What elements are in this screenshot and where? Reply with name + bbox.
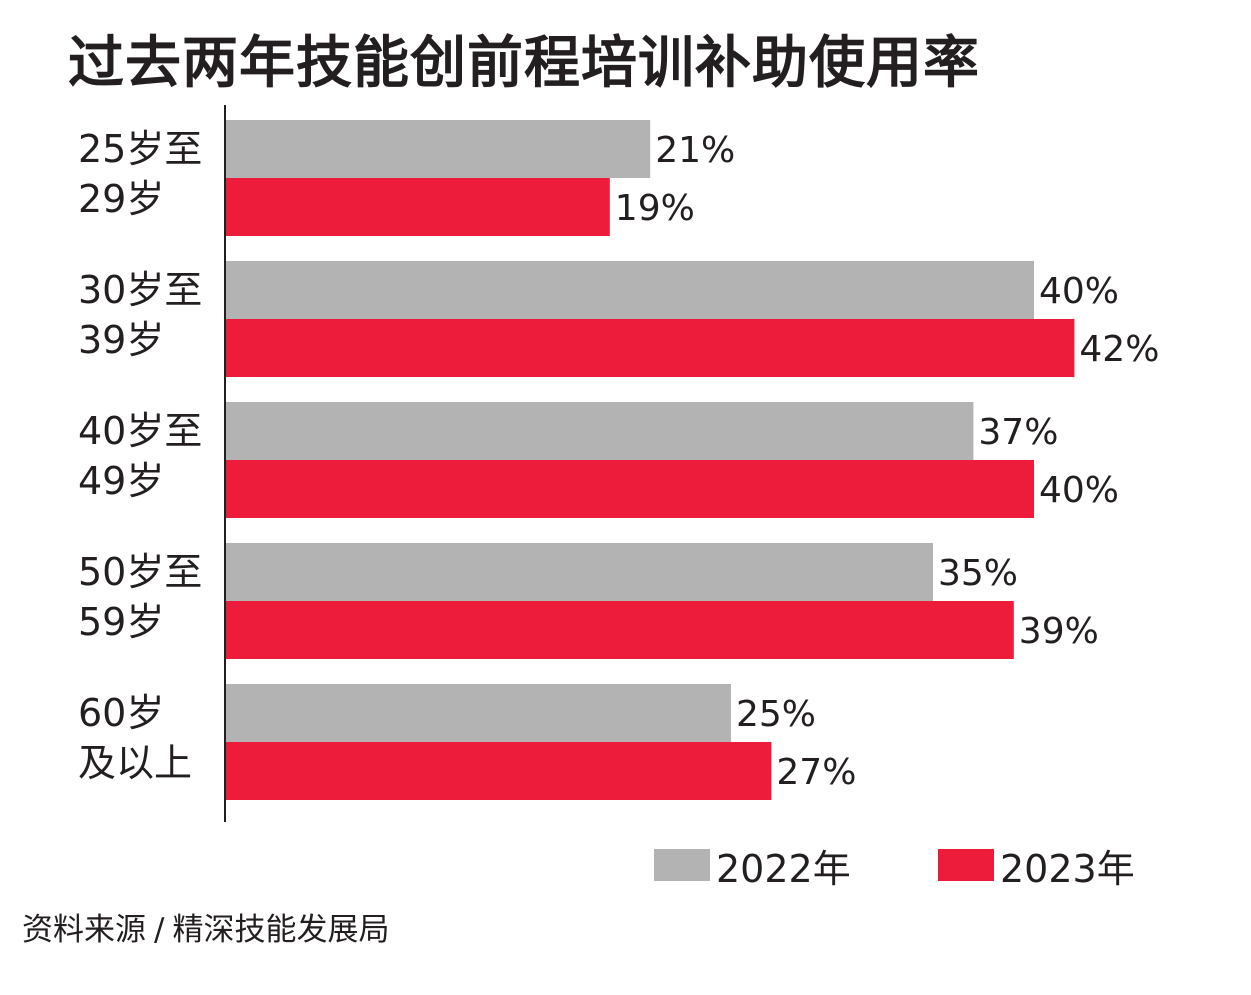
value-label-2022-3: 35% [938, 553, 1018, 594]
category-label-line: 30岁至 [78, 268, 203, 312]
source-label: 资料来源 [22, 912, 146, 948]
bar-2023-2 [226, 460, 1034, 518]
value-label-2023-1: 42% [1079, 329, 1159, 370]
legend-item-2022: 2022年 [654, 843, 851, 891]
bar-2022-0 [226, 120, 651, 178]
legend-label-2023: 2023年 [1000, 846, 1135, 891]
bar-2023-4 [226, 742, 772, 800]
bar-2022-4 [226, 684, 731, 742]
value-label-2023-2: 40% [1039, 470, 1119, 511]
source-name: 精深技能发展局 [172, 912, 390, 948]
category-label-line: 29岁 [78, 177, 165, 221]
value-label-2022-2: 37% [978, 412, 1058, 453]
category-label-2: 40岁至 49岁 [78, 406, 218, 506]
value-label-2022-0: 21% [655, 130, 735, 171]
category-label-1: 30岁至 39岁 [78, 265, 218, 365]
category-label-4: 60岁及以上 [78, 688, 218, 788]
bar-2023-1 [226, 319, 1075, 377]
category-label-0: 25岁至 29岁 [78, 124, 218, 224]
value-label-2023-3: 39% [1019, 611, 1099, 652]
legend-swatch-2022 [654, 849, 710, 881]
value-label-2023-4: 27% [776, 752, 856, 793]
category-label-3: 50岁至 59岁 [78, 547, 218, 647]
source-note: 资料来源 / 精深技能发展局 [22, 904, 389, 949]
value-labels-group: 21% 19% 40% 42% 37% 40% 35%39% 25% 27% [615, 130, 1160, 793]
bar-2022-2 [226, 402, 974, 460]
category-label-line: 60岁 [78, 691, 165, 735]
category-label-line: 39岁 [78, 318, 165, 362]
value-label-2022-4: 25% [736, 694, 816, 735]
category-label-line: 25岁至 [78, 127, 203, 171]
category-label-line: 59岁 [78, 600, 165, 644]
bar-2023-0 [226, 178, 610, 236]
bar-2022-3 [226, 543, 933, 601]
legend-label-2022: 2022年 [716, 846, 851, 891]
category-label-line: 40岁至 [78, 409, 203, 453]
bar-2023-3 [226, 601, 1014, 659]
legend-item-2023: 2023年 [938, 843, 1135, 891]
bar-2022-1 [226, 261, 1034, 319]
source-separator: / [154, 912, 165, 948]
value-label-2023-0: 19% [615, 188, 695, 229]
category-label-line: 50岁至 [78, 550, 203, 594]
value-label-2022-1: 40% [1039, 271, 1119, 312]
legend-swatch-2023 [938, 849, 994, 881]
bars-group [226, 120, 1075, 800]
category-label-line: 49岁 [78, 459, 165, 503]
chart-title: 过去两年技能创前程培训补助使用率 [68, 31, 980, 96]
category-label-line: 及以上 [78, 741, 193, 785]
